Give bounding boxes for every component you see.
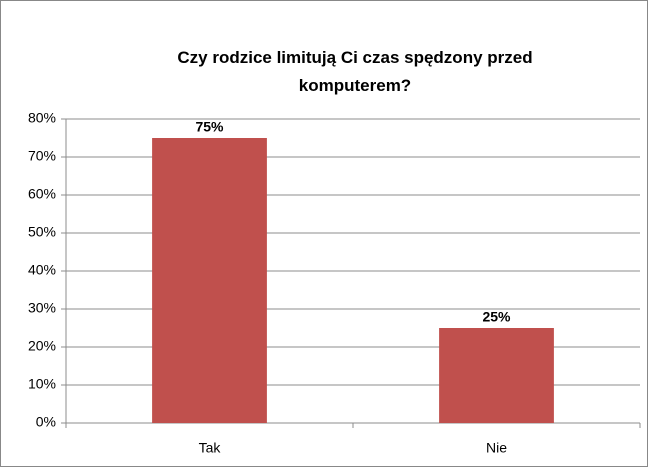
data-label: 75% <box>195 119 224 135</box>
y-tick-label: 40% <box>28 262 56 278</box>
x-tick-label: Nie <box>486 440 507 456</box>
chart-title: Czy rodzice limitują Ci czas spędzony pr… <box>177 48 533 95</box>
y-tick-label: 10% <box>28 376 56 392</box>
y-tick-label: 20% <box>28 338 56 354</box>
y-tick-label: 0% <box>36 414 56 430</box>
y-tick-label: 60% <box>28 186 56 202</box>
y-tick-label: 50% <box>28 224 56 240</box>
y-tick-label: 80% <box>28 110 56 126</box>
bar <box>152 138 267 423</box>
y-tick-label: 30% <box>28 300 56 316</box>
data-label: 25% <box>482 309 511 325</box>
bar <box>439 328 554 423</box>
x-tick-label: Tak <box>199 440 222 456</box>
y-tick-label: 70% <box>28 148 56 164</box>
